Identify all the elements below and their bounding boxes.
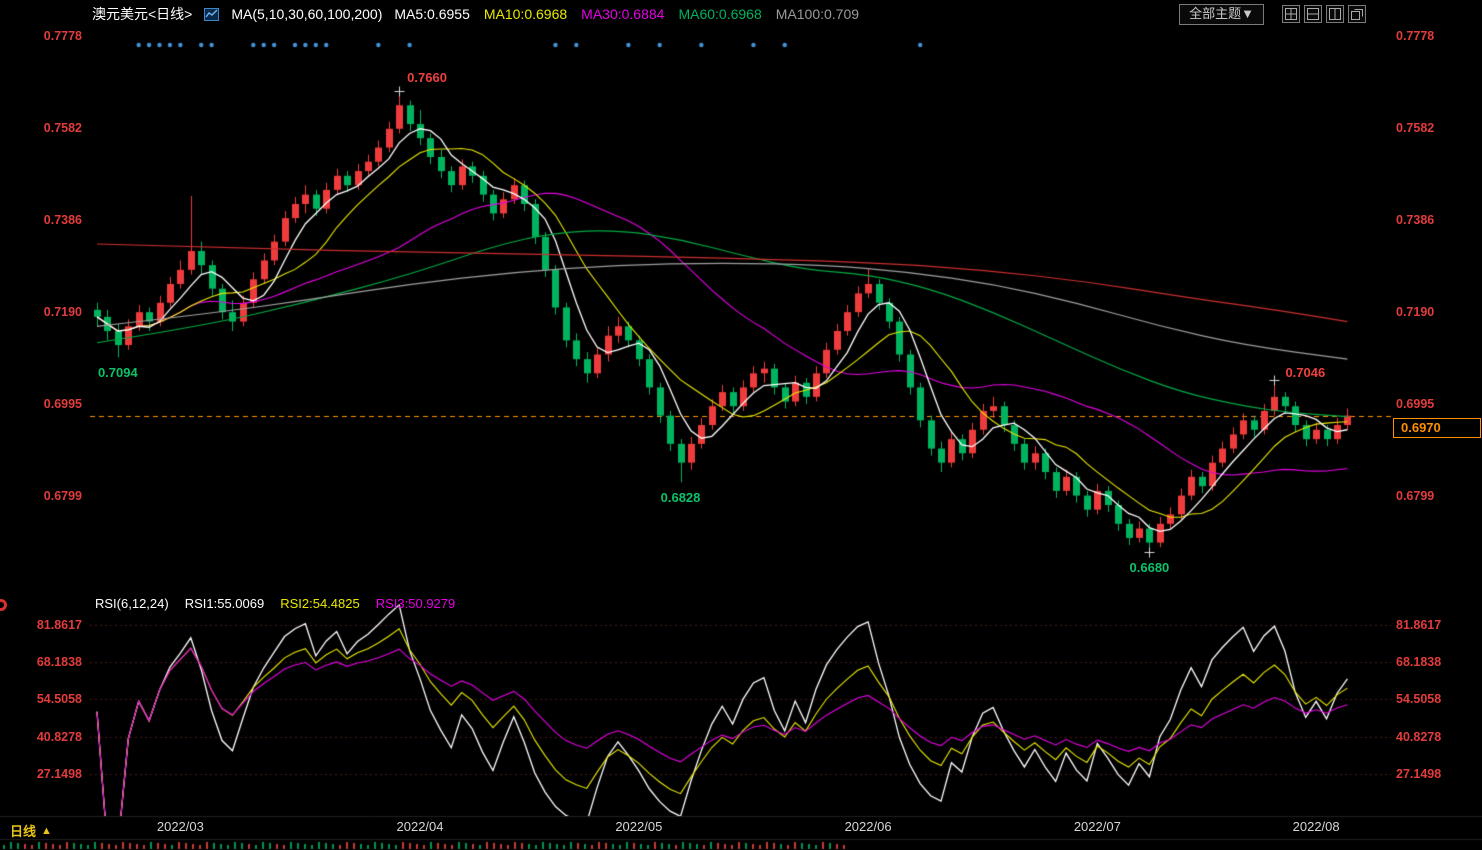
- top-toolbar: 澳元美元<日线> MA(5,10,30,60,100,200) MA5:0.69…: [0, 0, 1482, 28]
- ma-legend-item: MA10:0.6968: [483, 6, 568, 22]
- rsi-legend-item: RSI1:55.0069: [184, 596, 265, 611]
- panel-badge-icon: [0, 599, 7, 611]
- date-axis-label: 2022/08: [1292, 819, 1340, 834]
- detach-pane-icon[interactable]: [1348, 5, 1366, 23]
- ma-legend-item: MA30:0.6884: [581, 6, 665, 22]
- period-selector[interactable]: 日线 ▲: [10, 821, 52, 840]
- rsi-legend-item: RSI3:50.9279: [375, 596, 456, 611]
- date-axis-label: 2022/06: [844, 819, 892, 834]
- chevron-up-icon[interactable]: ▲: [41, 824, 52, 837]
- rsi-caption: RSI(6,12,24): [95, 596, 169, 611]
- date-axis-label: 2022/03: [156, 819, 204, 834]
- ma-legend-item: MA5:0.6955: [394, 6, 470, 22]
- grid-layout-icon[interactable]: [1282, 5, 1300, 23]
- window-layout-icons: [1282, 5, 1366, 23]
- date-axis-label: 2022/07: [1073, 819, 1121, 834]
- chart-type-icon[interactable]: [204, 7, 220, 21]
- date-axis-label: 2022/05: [615, 819, 663, 834]
- date-axis: 2022/03 2022/04 2022/05 2022/06 2022/07 2022/…: [0, 819, 1482, 837]
- rsi-legend: RSI(6,12,24) RSI1:55.0069 RSI2:54.4825 RSI…: [95, 596, 455, 611]
- ma-legend-item: MA100:0.709: [775, 6, 860, 22]
- split-vertical-icon[interactable]: [1326, 5, 1344, 23]
- instrument-title: 澳元美元<日线>: [92, 6, 193, 22]
- split-horizontal-icon[interactable]: [1304, 5, 1322, 23]
- ma-legend: MA5:0.6955 MA10:0.6968 MA30:0.6884 MA60:0.6…: [394, 6, 859, 22]
- ma-caption: MA(5,10,30,60,100,200): [231, 6, 383, 22]
- theme-selector-button[interactable]: 全部主题▼: [1179, 3, 1264, 25]
- period-label[interactable]: 日线: [10, 824, 37, 839]
- date-axis-label: 2022/04: [396, 819, 444, 834]
- current-price-tag: 0.6970: [1393, 417, 1481, 438]
- ma-legend-item: MA60:0.6968: [678, 6, 762, 22]
- rsi-legend-item: RSI2:54.4825: [280, 596, 360, 611]
- overview-strip[interactable]: [0, 840, 1482, 850]
